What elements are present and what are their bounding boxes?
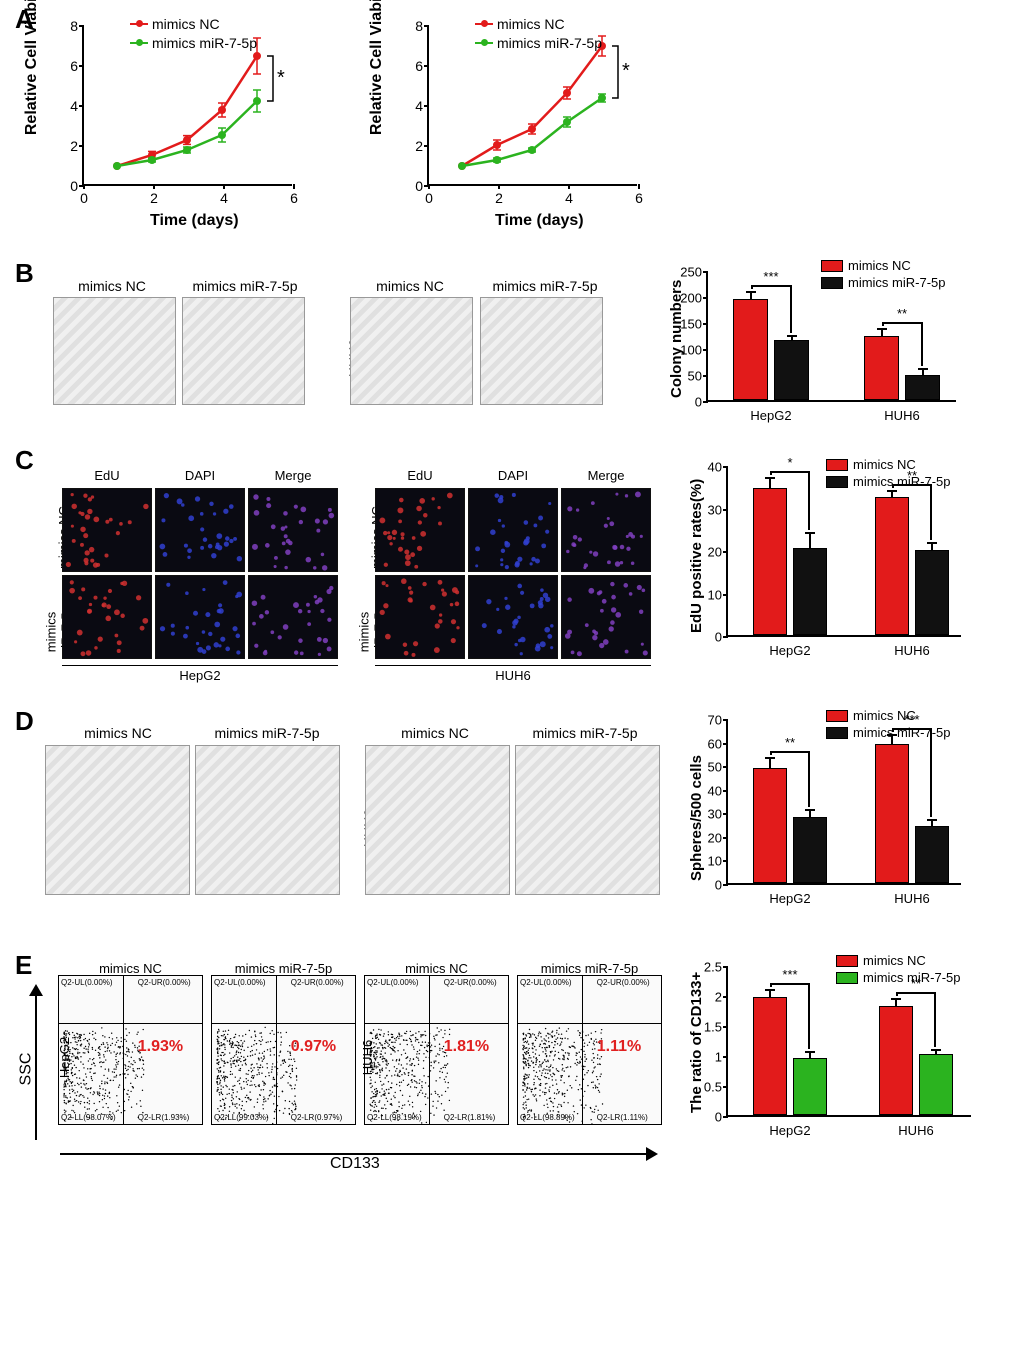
bar-chart-D: 010203040506070HepG2**HUH6***Spheres/500… [680,708,990,913]
chart-A-left: 024680246Relative Cell ViabilityTime (da… [30,8,330,228]
panel-B-letter: B [15,258,34,289]
B-top-3: mimics miR-7-5p [493,278,598,294]
D-top-2: mimics NC [401,725,469,741]
panel-D-letter: D [15,706,34,737]
B-top-2: mimics NC [376,278,444,294]
E-cd133-label: CD133 [330,1155,380,1173]
D-img-2 [365,745,510,895]
bar-chart-C: 010203040HepG2*HUH6**EdU positive rates(… [680,455,990,665]
D-top-1: mimics miR-7-5p [215,725,320,741]
D-top-3: mimics miR-7-5p [533,725,638,741]
panel-E-letter: E [15,950,32,981]
bar-chart-E: 00.511.522.5HepG2***HUH6**The ratio of C… [680,955,1000,1145]
D-img-0 [45,745,190,895]
B-top-0: mimics NC [78,278,146,294]
panel-C-letter: C [15,445,34,476]
B-img-hepg2-nc [53,297,176,405]
B-top-1: mimics miR-7-5p [193,278,298,294]
B-img-huh6-mir [480,297,603,405]
D-img-3 [515,745,660,895]
D-img-1 [195,745,340,895]
chart-A-right: 024680246Relative Cell ViabilityTime (da… [375,8,675,228]
B-img-huh6-nc [350,297,473,405]
D-top-0: mimics NC [84,725,152,741]
bar-chart-B: 050100150200250HepG2***HUH6**Colony numb… [660,260,980,430]
E-ssc-label: SSC [17,1053,35,1086]
B-img-hepg2-mir [182,297,305,405]
